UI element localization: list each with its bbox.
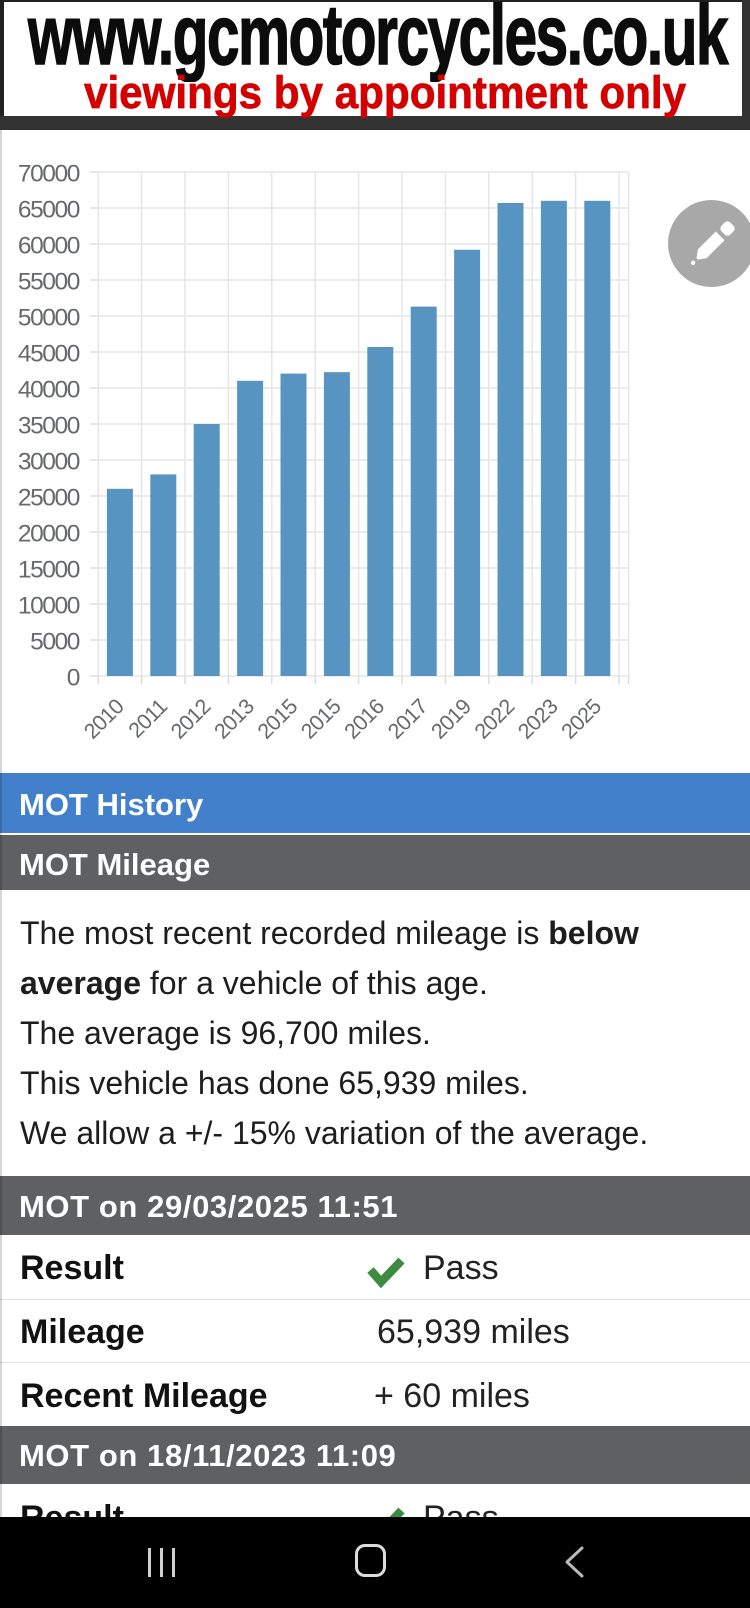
svg-text:55000: 55000 [18,269,80,296]
svg-text:2015: 2015 [296,694,346,744]
svg-text:60000: 60000 [18,233,80,260]
svg-text:50000: 50000 [18,305,80,332]
svg-text:2012: 2012 [166,695,215,744]
svg-text:70000: 70000 [18,161,80,188]
svg-text:45000: 45000 [18,341,80,368]
svg-text:65000: 65000 [18,197,80,224]
svg-text:2011: 2011 [124,695,172,743]
svg-text:2025: 2025 [557,694,607,744]
svg-text:2022: 2022 [470,695,519,744]
svg-text:2023: 2023 [513,694,563,744]
svg-text:20000: 20000 [18,521,80,548]
svg-text:2016: 2016 [340,694,390,744]
svg-text:15000: 15000 [18,557,80,584]
svg-text:2013: 2013 [210,694,260,744]
svg-text:35000: 35000 [18,413,80,440]
svg-text:25000: 25000 [18,485,80,512]
svg-text:0: 0 [67,665,80,692]
svg-text:2017: 2017 [383,695,432,744]
svg-text:40000: 40000 [18,377,80,404]
svg-text:10000: 10000 [18,593,80,620]
svg-text:30000: 30000 [18,449,80,476]
svg-text:2019: 2019 [427,695,476,744]
svg-text:5000: 5000 [30,629,80,656]
svg-text:2010: 2010 [79,694,129,744]
svg-text:2015: 2015 [253,694,303,744]
